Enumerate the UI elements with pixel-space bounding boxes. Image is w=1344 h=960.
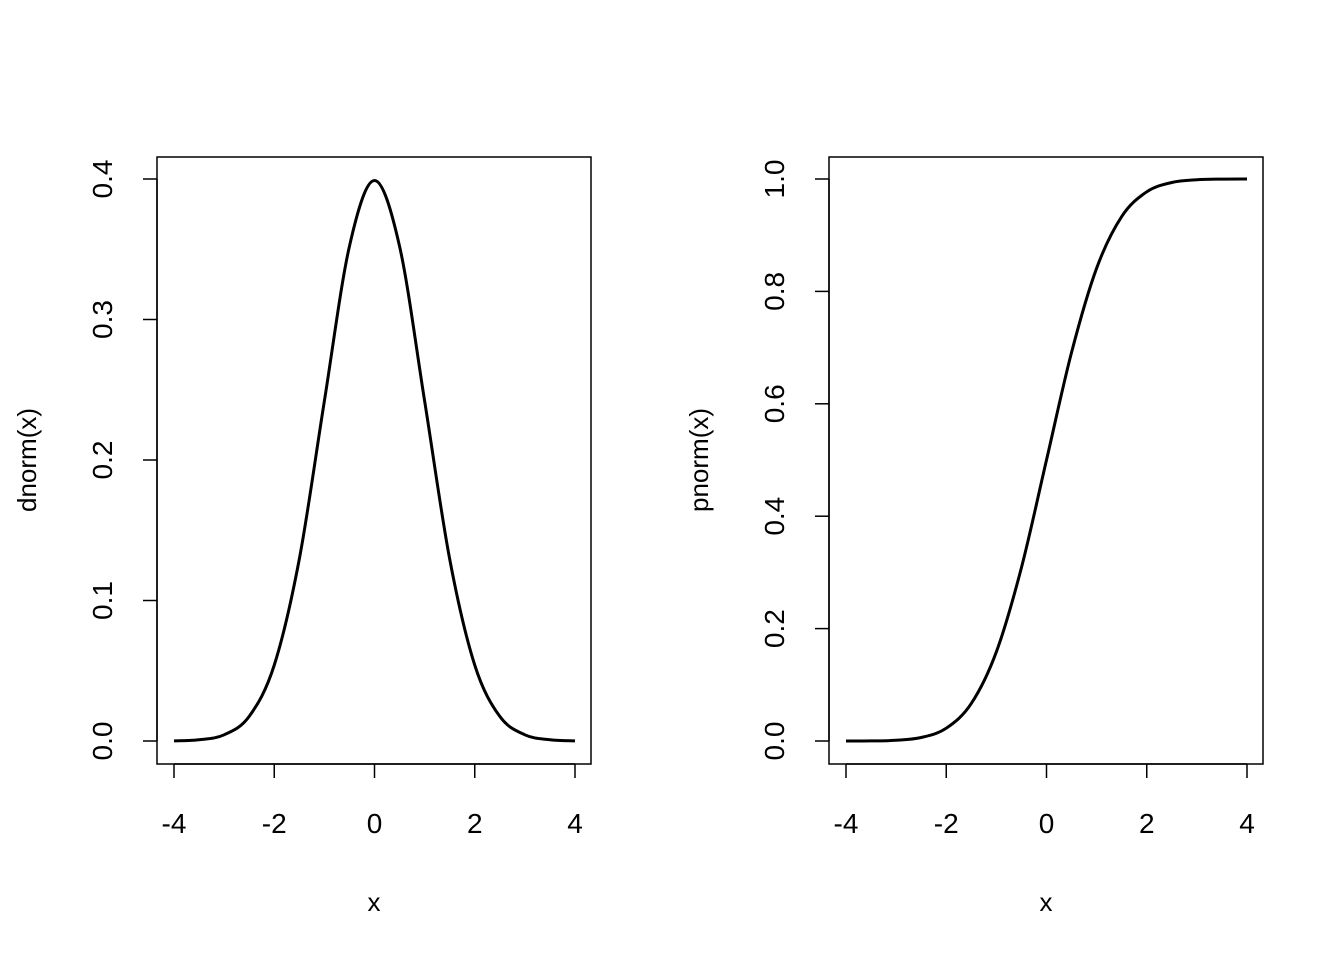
y-tick-label: 0.4 (87, 160, 118, 199)
x-tick-label: 2 (1139, 808, 1155, 839)
y-tick-label: 0.6 (759, 384, 790, 423)
x-tick-label: -2 (934, 808, 959, 839)
x-axis: -4 -2 0 2 4 (834, 763, 1255, 839)
y-tick-label: 0.2 (759, 609, 790, 648)
x-tick-label: 4 (567, 808, 583, 839)
y-tick-label: 0.0 (87, 722, 118, 761)
panel-dnorm: -4 -2 0 2 4 0.0 0.1 0.2 0.3 0.4 x dnorm(x) (12, 156, 592, 917)
x-axis: -4 -2 0 2 4 (162, 763, 583, 839)
x-tick-label: 0 (1039, 808, 1055, 839)
x-tick-label: -2 (262, 808, 287, 839)
series-line (173, 179, 576, 743)
y-tick-label: 0.2 (87, 441, 118, 480)
y-tick-label: 0.3 (87, 300, 118, 339)
y-tick-label: 0.4 (759, 497, 790, 536)
plot-frame (156, 156, 592, 765)
x-axis-label: x (368, 887, 381, 917)
y-tick-label: 0.0 (759, 722, 790, 761)
y-tick-label: 0.1 (87, 581, 118, 620)
x-tick-label: 4 (1239, 808, 1255, 839)
panel-pnorm: -4 -2 0 2 4 0.0 0.2 0.4 0.6 0.8 1.0 x pnorm(x) (684, 156, 1264, 917)
y-tick-label: 0.8 (759, 272, 790, 311)
y-axis: 0.0 0.1 0.2 0.3 0.4 (87, 160, 158, 761)
x-tick-label: -4 (162, 808, 187, 839)
x-tick-label: -4 (834, 808, 859, 839)
y-axis-label: pnorm(x) (684, 408, 714, 512)
series-line (845, 177, 1248, 743)
y-tick-label: 1.0 (759, 160, 790, 199)
x-tick-label: 2 (467, 808, 483, 839)
x-axis-label: x (1040, 887, 1053, 917)
y-axis-label: dnorm(x) (12, 408, 42, 512)
x-tick-label: 0 (367, 808, 383, 839)
y-axis: 0.0 0.2 0.4 0.6 0.8 1.0 (759, 160, 830, 761)
